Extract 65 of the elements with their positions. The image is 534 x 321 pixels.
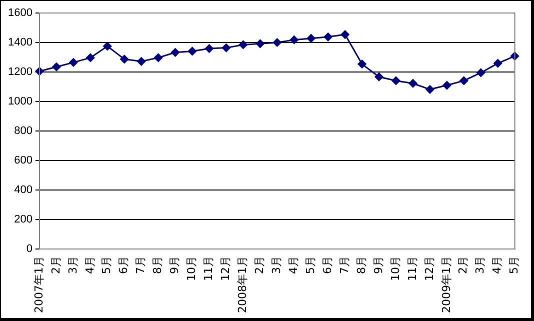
point <box>222 44 230 52</box>
x-tick-label: 11月 <box>406 256 419 282</box>
x-tick-label: 2月 <box>456 256 470 274</box>
y-tick-label: 1600 <box>8 7 32 20</box>
point <box>69 58 78 67</box>
x-tick-label: 3月 <box>270 256 283 274</box>
point <box>442 81 452 90</box>
x-tick-label: 2月 <box>49 256 62 274</box>
x-tick-label: 5月 <box>508 256 521 274</box>
x-tick-label: 12月 <box>219 256 232 282</box>
point <box>204 44 214 53</box>
point <box>171 48 180 57</box>
point <box>374 72 384 82</box>
x-tick-label: 2009年1月 <box>440 256 453 314</box>
point <box>358 60 366 68</box>
x-tick-label: 2007年1月 <box>32 256 46 314</box>
x-tick-label: 5月 <box>100 256 114 274</box>
point <box>460 76 468 85</box>
point <box>426 85 434 94</box>
point <box>476 68 486 77</box>
point <box>256 39 264 48</box>
x-tick-label: 3月 <box>474 256 487 274</box>
point <box>52 62 61 72</box>
y-tick-label: 1000 <box>8 96 32 108</box>
x-tick-label: 3月 <box>66 256 80 274</box>
x-tick-label: 2月 <box>253 256 266 274</box>
x-tick-label: 4月 <box>286 256 300 274</box>
x-tick-label: 4月 <box>83 256 96 274</box>
point <box>120 54 129 64</box>
point <box>272 38 282 47</box>
point <box>408 79 418 88</box>
point <box>494 59 502 68</box>
point <box>290 36 298 44</box>
x-tick-label: 10月 <box>185 256 198 282</box>
point <box>340 30 350 39</box>
x-tick-label: 7月 <box>134 256 148 274</box>
point <box>238 40 248 49</box>
x-tick-label: 5月 <box>304 256 317 274</box>
x-tick-label: 6月 <box>117 256 130 274</box>
point <box>392 76 400 85</box>
y-tick-label: 1400 <box>8 36 32 49</box>
x-tick-label: 6月 <box>320 256 334 274</box>
y-tick-label: 400 <box>14 184 32 196</box>
x-tick-label: 11月 <box>202 256 216 282</box>
x-tick-label: 9月 <box>372 256 385 274</box>
x-tick-label: 10月 <box>388 256 402 282</box>
x-tick-label: 2008年1月 <box>236 256 250 314</box>
y-tick-label: 600 <box>14 154 32 167</box>
point <box>154 53 163 62</box>
point <box>306 34 316 43</box>
point <box>324 32 332 42</box>
y-tick-label: 0 <box>26 243 32 256</box>
point <box>137 57 146 66</box>
point <box>188 46 197 56</box>
x-tick-label: 8月 <box>354 256 368 274</box>
x-tick-label: 7月 <box>338 256 351 274</box>
y-tick-label: 800 <box>14 125 32 138</box>
x-tick-label: 8月 <box>151 256 164 274</box>
y-tick-label: 200 <box>14 214 32 226</box>
x-tick-label: 9月 <box>168 256 182 274</box>
y-tick-label: 1200 <box>8 66 32 78</box>
x-tick-label: 12月 <box>422 256 436 282</box>
x-tick-label: 4月 <box>490 256 504 274</box>
point <box>103 42 112 50</box>
point <box>86 53 95 62</box>
